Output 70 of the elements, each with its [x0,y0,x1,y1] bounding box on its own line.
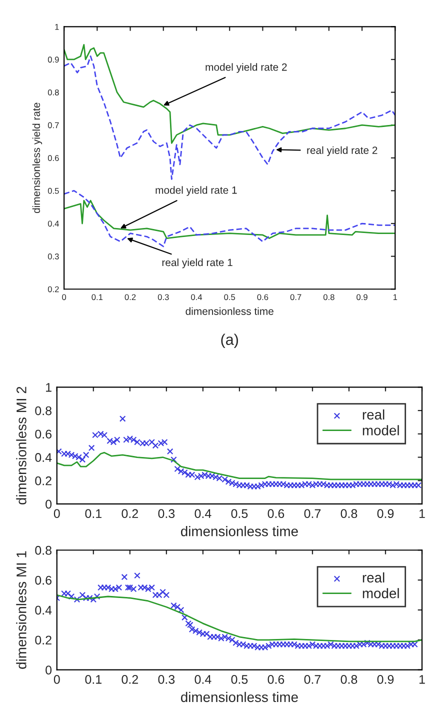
annotation: real yield rate 1 [162,258,232,268]
x-tick-label: 0.2 [122,675,138,684]
x-tick-label: 0.7 [304,675,321,684]
text: (a) [221,334,238,348]
legend-label: model [362,425,399,436]
y-tick-label: 0.2 [35,636,52,645]
x-tick-label: 0.4 [194,675,212,684]
x-tick-label: 0.3 [158,294,169,300]
line-series [64,200,396,239]
y-tick-label: 0.4 [35,453,52,462]
x-tick-label: 0.1 [85,509,102,518]
x-tick-label: 0.8 [340,675,358,684]
line-series [56,452,422,480]
x-tick-label: 0.5 [231,509,248,518]
x-tick-label: 0 [62,294,66,300]
y-tick-label: 0.6 [35,430,52,439]
annotation: model yield rate 2 [206,63,287,73]
x-tick-label: 0.2 [122,509,138,518]
y-tick-label: 1 [46,383,52,392]
y-tick-label: 0.2 [35,476,52,486]
x-axis-title: dimensionless time [180,692,298,702]
x-axis-title: dimensionless time [180,526,298,536]
line-series [64,44,396,144]
y-tick-label: 0.6 [35,576,52,585]
x-tick-label: 0.3 [158,675,175,684]
y-tick-label: 0.7 [48,122,59,128]
x-tick-label: 0.6 [257,294,268,300]
x-tick-label: 0.3 [158,509,175,518]
x-tick-label: 0.7 [290,294,302,300]
y-axis-title: dimensionless MI 2 [16,386,26,504]
y-tick-label: 0.8 [35,546,52,555]
legend-label: model [362,588,399,598]
y-tick-label: 0.9 [48,56,59,63]
line-series [64,56,396,180]
y-tick-label: 0.3 [48,254,59,260]
y-tick-label: 0.6 [48,155,59,161]
y-tick-label: 1 [55,24,59,30]
x-tick-label: 0.1 [85,675,102,684]
x-tick-label: 0.9 [356,294,368,300]
x-tick-label: 0.9 [377,509,394,518]
x-tick-label: 0.4 [194,509,212,518]
y-axis-title: dimensionless MI 1 [16,551,26,669]
annotation: model yield rate 1 [156,186,237,196]
x-tick-label: 1 [393,294,398,300]
y-tick-label: 0 [46,500,52,509]
x-tick-label: 0.8 [340,509,358,518]
legend-label: real [362,572,384,583]
x-tick-label: 0.9 [377,675,394,684]
y-tick-label: 0.4 [35,606,52,615]
x-tick-label: 0.8 [323,294,334,300]
x-tick-label: 1 [419,675,425,684]
y-tick-label: 0 [46,666,52,674]
x-axis-title: dimensionless time [186,307,274,315]
x-tick-label: 0.4 [191,294,202,300]
legend-label: real [362,409,384,420]
x-tick-label: 1 [419,509,425,518]
x-tick-label: 0.2 [124,294,136,300]
y-tick-label: 0.8 [48,89,59,96]
y-tick-label: 0.2 [48,286,59,292]
x-tick-label: 0.6 [268,509,284,518]
y-tick-label: 0.5 [48,188,59,194]
x-tick-label: 0.1 [92,294,103,300]
x-tick-label: 0.7 [304,509,321,518]
x-tick-label: 0.5 [224,294,236,300]
y-tick-label: 0.4 [48,220,59,227]
x-tick-label: 0.5 [231,675,248,684]
y-axis-title: dimensionless yield rate [32,102,42,214]
x-tick-label: 0.6 [268,675,284,684]
annotation: real yield rate 2 [307,146,378,156]
y-tick-label: 0.8 [35,406,52,416]
